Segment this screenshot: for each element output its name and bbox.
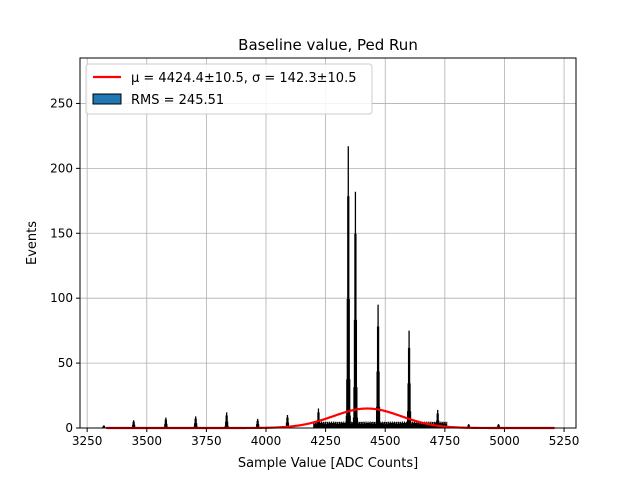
plot-frame — [79, 57, 577, 429]
grid — [80, 58, 576, 429]
legend-box — [85, 63, 373, 115]
y-tick-label: 100 — [50, 291, 73, 305]
y-axis-ticks: 0 50 100 150 200 250 — [50, 96, 80, 435]
x-tick-label: 4250 — [310, 434, 341, 448]
histogram-peak — [102, 425, 106, 428]
x-axis-ticks: 3250 3500 3750 4000 4250 4500 4750 5000 5250 — [72, 428, 579, 448]
legend-fit-label: μ = 4424.4±10.5, σ = 142.3±10.5 — [131, 71, 356, 86]
x-tick-label: 4750 — [430, 434, 461, 448]
plot-area — [79, 57, 577, 430]
y-axis-label: Events — [25, 221, 40, 265]
y-tick-label: 150 — [50, 226, 73, 240]
legend-rms-label: RMS = 245.51 — [131, 93, 224, 108]
x-tick-label: 5250 — [549, 434, 580, 448]
x-tick-label: 5000 — [489, 434, 520, 448]
legend: μ = 4424.4±10.5, σ = 142.3±10.5 RMS = 24… — [85, 63, 373, 115]
x-tick-label: 3750 — [191, 434, 222, 448]
legend-rms-swatch — [92, 93, 122, 105]
chart-title: Baseline value, Ped Run — [238, 36, 418, 54]
y-tick-label: 250 — [50, 96, 73, 110]
x-tick-label: 4000 — [251, 434, 282, 448]
y-tick-label: 200 — [50, 161, 73, 175]
x-axis-label: Sample Value [ADC Counts] — [238, 456, 418, 471]
x-tick-label: 3500 — [131, 434, 162, 448]
x-tick-label: 3250 — [72, 434, 103, 448]
y-tick-label: 0 — [65, 421, 73, 435]
x-tick-label: 4500 — [370, 434, 401, 448]
y-tick-label: 50 — [58, 356, 73, 370]
plot-background — [80, 58, 576, 428]
